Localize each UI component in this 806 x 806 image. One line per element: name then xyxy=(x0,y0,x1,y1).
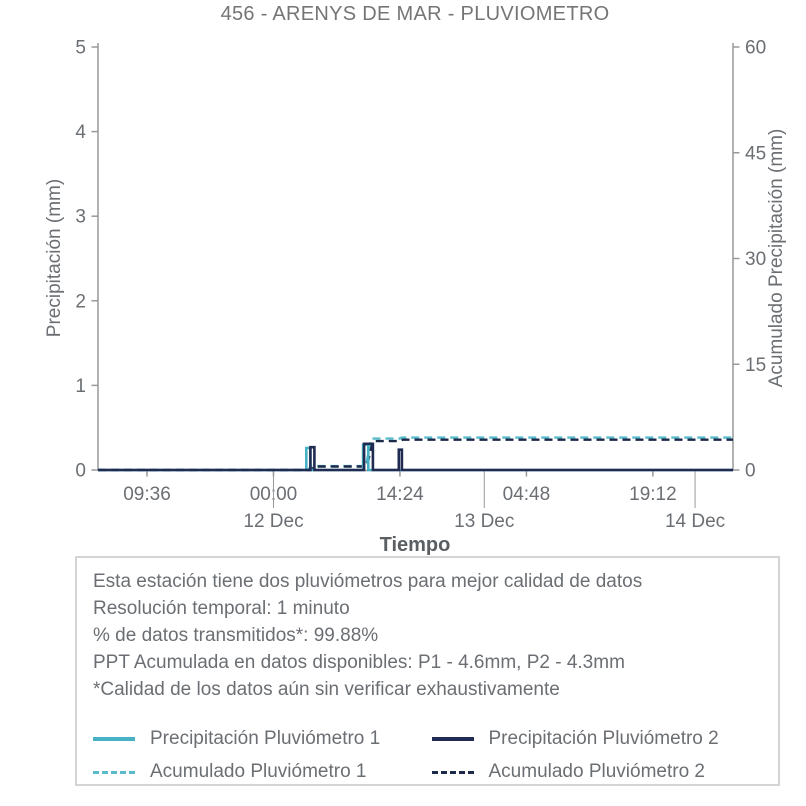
series-0 xyxy=(98,443,733,472)
svg-text:2: 2 xyxy=(75,291,86,312)
right-axis-title: Acumulado Precipitación (mm) xyxy=(766,129,787,388)
left-axis: 0 1 2 3 4 5 Precipitación (mm) xyxy=(44,38,99,482)
svg-text:09:36: 09:36 xyxy=(123,484,171,505)
precipitation-chart: 0 1 2 3 4 5 Precipitación (mm) 0 15 30 45 60 Acumula… xyxy=(44,38,787,557)
dashed-line-swatch-icon xyxy=(93,770,135,774)
svg-text:15: 15 xyxy=(745,355,766,376)
info-line-resolution: Resolución temporal: 1 minuto xyxy=(93,598,350,619)
legend-item-acum-p2: Acumulado Pluviómetro 2 xyxy=(431,761,763,783)
legend-item-acum-p1: Acumulado Pluviómetro 1 xyxy=(93,761,424,783)
x-axis-title: Tiempo xyxy=(380,534,451,555)
legend-label: Precipitación Pluviómetro 1 xyxy=(150,728,381,749)
chart-title: 456 - ARENYS DE MAR - PLUVIOMETRO xyxy=(220,3,610,25)
info-line-transmitted: % de datos transmitidos*: 99.88% xyxy=(93,625,379,646)
legend-label: Acumulado Pluviómetro 2 xyxy=(488,761,706,782)
svg-text:13 Dec: 13 Dec xyxy=(454,511,514,532)
svg-text:30: 30 xyxy=(745,249,766,270)
svg-text:12 Dec: 12 Dec xyxy=(243,511,303,532)
svg-text:0: 0 xyxy=(745,461,756,482)
left-axis-title: Precipitación (mm) xyxy=(44,179,65,337)
svg-text:1: 1 xyxy=(75,376,86,397)
legend-item-precip-p2: Precipitación Pluviómetro 2 xyxy=(431,728,763,750)
svg-text:5: 5 xyxy=(75,38,86,59)
svg-text:14 Dec: 14 Dec xyxy=(665,511,725,532)
info-line-station: Esta estación tiene dos pluviómetros par… xyxy=(93,571,643,592)
svg-text:4: 4 xyxy=(75,122,86,143)
right-axis: 0 15 30 45 60 Acumulado Precipitación (mm) xyxy=(732,38,787,482)
info-line-accumulated: PPT Acumulada en datos disponibles: P1 -… xyxy=(93,652,625,673)
solid-line-swatch-icon xyxy=(431,737,474,741)
chart-legend: Precipitación Pluviómetro 1 Precipitació… xyxy=(93,728,762,783)
legend-item-precip-p1: Precipitación Pluviómetro 1 xyxy=(93,728,424,750)
legend-label: Acumulado Pluviómetro 1 xyxy=(150,761,367,782)
svg-text:14:24: 14:24 xyxy=(376,484,424,505)
svg-text:3: 3 xyxy=(75,207,86,228)
series-3 xyxy=(98,438,733,472)
svg-text:60: 60 xyxy=(745,38,766,59)
legend-label: Precipitación Pluviómetro 2 xyxy=(488,728,719,749)
solid-line-swatch-icon xyxy=(93,737,135,741)
info-line-quality: *Calidad de los datos aún sin verificar … xyxy=(93,679,560,700)
svg-text:0: 0 xyxy=(75,461,86,482)
data-series xyxy=(98,436,733,472)
station-info-box: Esta estación tiene dos pluviómetros par… xyxy=(75,556,780,786)
series-1 xyxy=(98,442,733,472)
series-2 xyxy=(98,436,733,472)
svg-text:04:48: 04:48 xyxy=(503,484,551,505)
svg-text:19:12: 19:12 xyxy=(629,484,677,505)
svg-text:45: 45 xyxy=(745,143,766,164)
dashed-line-swatch-icon xyxy=(431,770,474,774)
